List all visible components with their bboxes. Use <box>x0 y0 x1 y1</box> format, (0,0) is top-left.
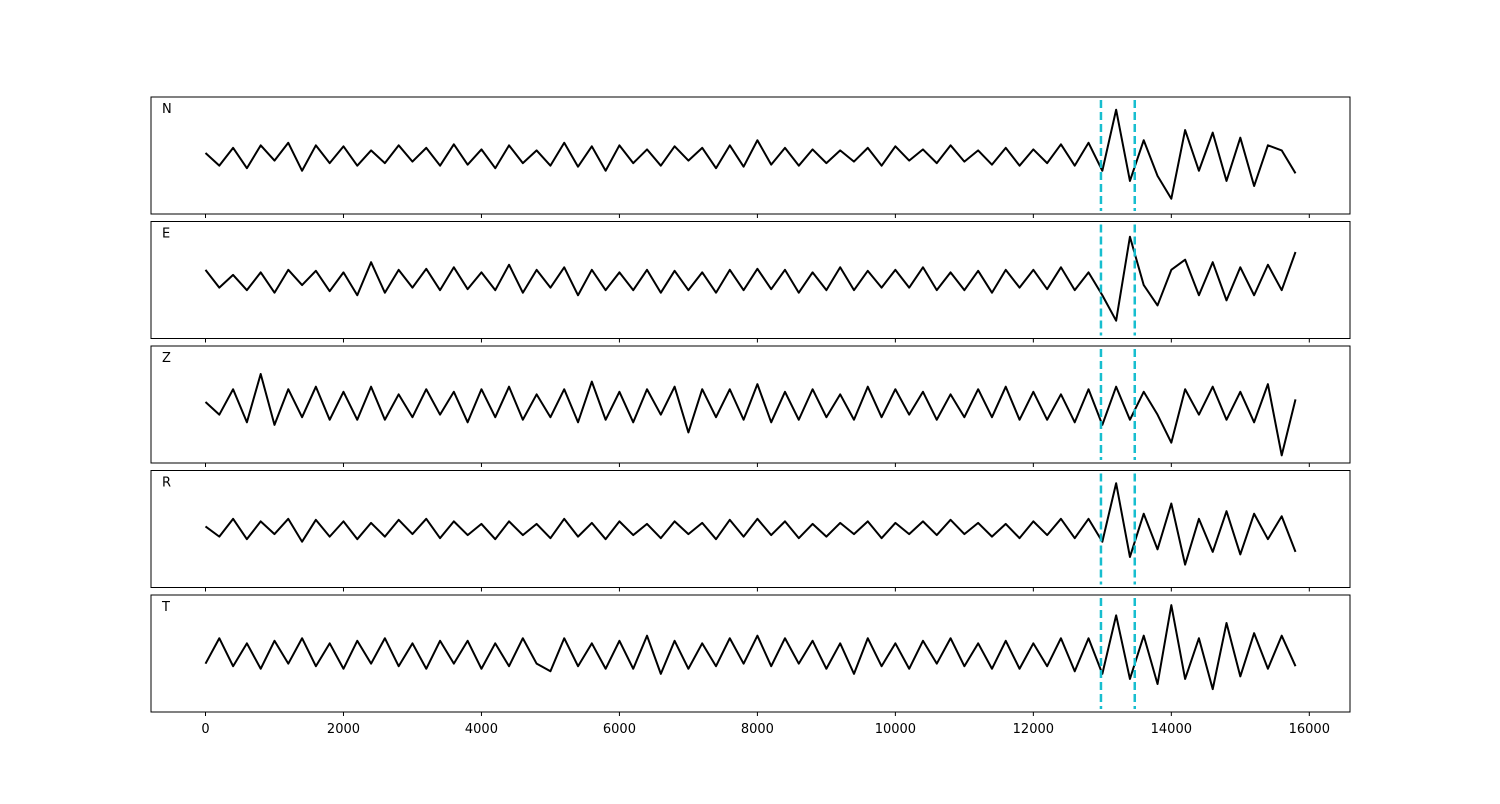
x-tick-label: 4000 <box>465 722 498 737</box>
panel-frame <box>150 470 1351 588</box>
panel-label: N <box>162 102 172 117</box>
waveform <box>204 108 1297 200</box>
x-tick-label: 16000 <box>1289 722 1330 737</box>
x-tick-label: 0 <box>201 722 209 737</box>
waveform <box>204 482 1297 566</box>
panel-label: E <box>162 227 170 242</box>
waveform <box>204 604 1297 691</box>
panel-frame <box>150 594 1351 713</box>
panel-label: Z <box>162 351 171 366</box>
x-tick-label: 2000 <box>327 722 360 737</box>
x-tick-label: 14000 <box>1151 722 1192 737</box>
waveform <box>204 372 1297 457</box>
x-tick-label: 10000 <box>875 722 916 737</box>
x-tick-label: 8000 <box>741 722 774 737</box>
waveform <box>204 235 1297 322</box>
x-tick-label: 12000 <box>1013 722 1054 737</box>
panel-label: R <box>162 476 171 491</box>
panel-frame <box>150 345 1351 464</box>
panel-frame <box>150 221 1351 339</box>
panel-label: T <box>161 600 170 615</box>
panel-frame <box>150 96 1351 215</box>
x-tick-label: 6000 <box>603 722 636 737</box>
